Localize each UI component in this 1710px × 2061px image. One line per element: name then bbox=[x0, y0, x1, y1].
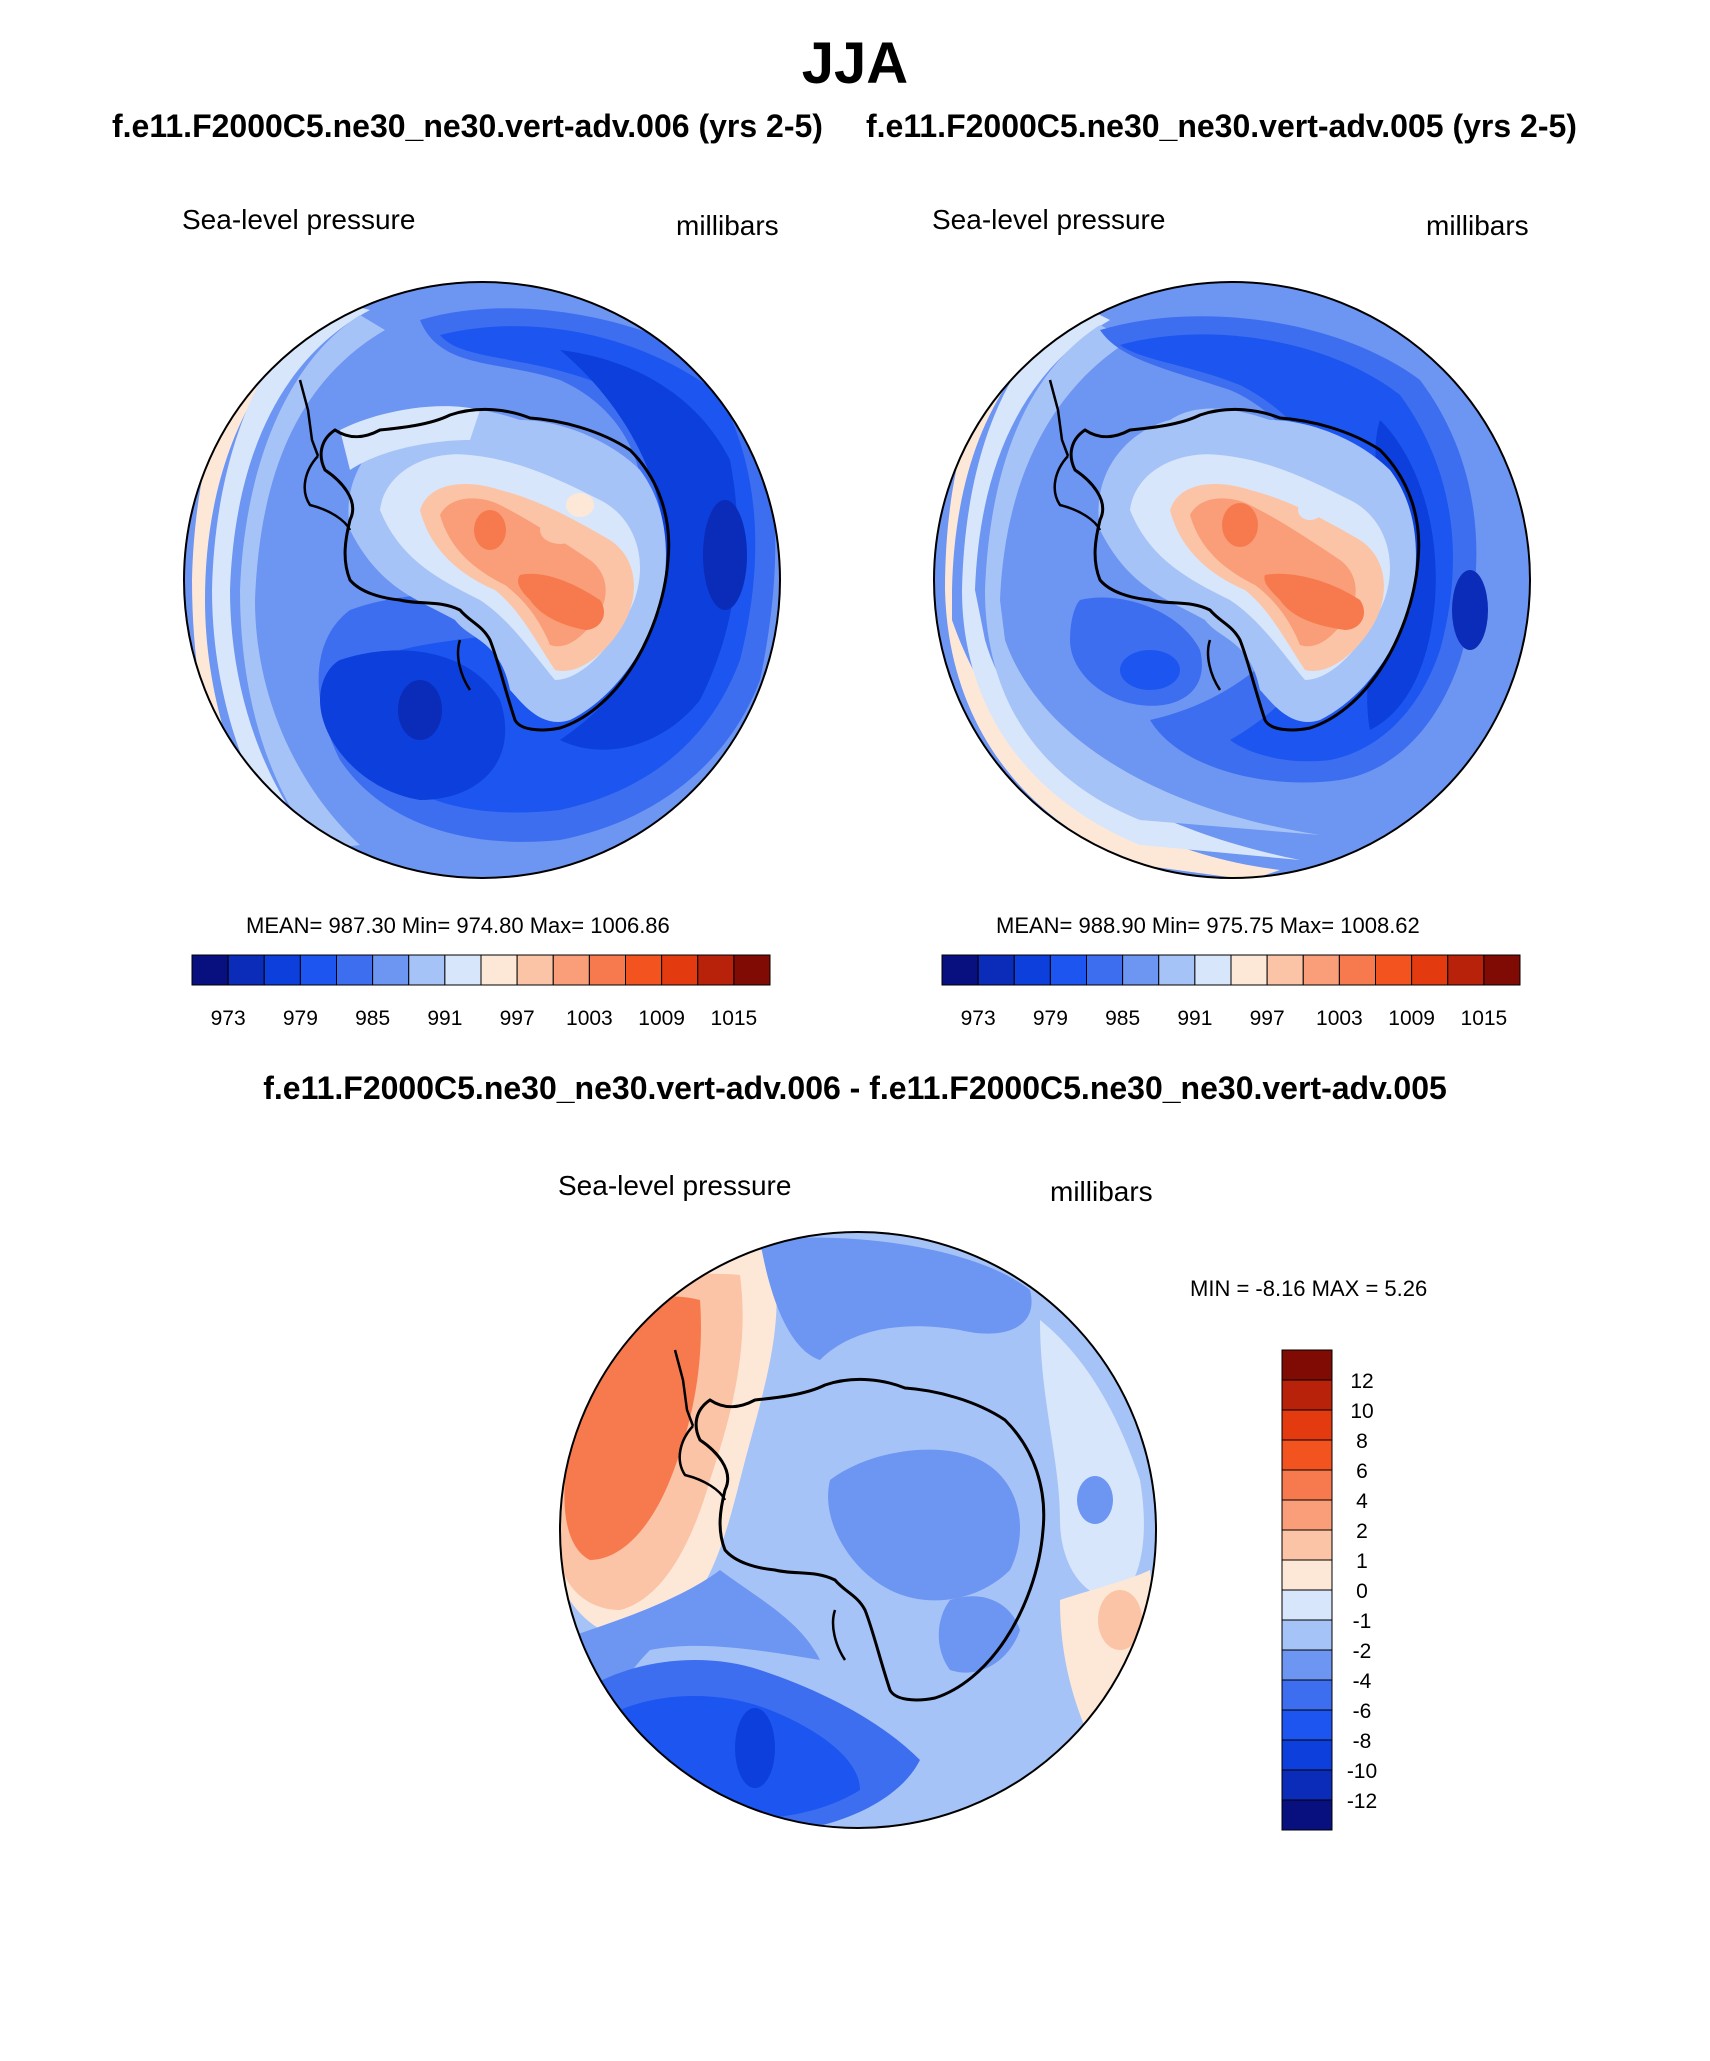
colorbar-tick-label: 6 bbox=[1356, 1460, 1368, 1483]
colorbar-tick-label: 997 bbox=[500, 1007, 535, 1030]
colorbar-box bbox=[1281, 1439, 1333, 1471]
difference-title: f.e11.F2000C5.ne30_ne30.vert-adv.006 - f… bbox=[263, 1070, 1447, 1106]
right-panel-stats: MEAN= 988.90 Min= 975.75 Max= 1008.62 bbox=[996, 913, 1420, 938]
colorbar-box bbox=[408, 954, 446, 986]
colorbar-tick-label: -8 bbox=[1353, 1730, 1372, 1753]
diff-panel-units: millibars bbox=[1050, 1176, 1153, 1207]
colorbar-box bbox=[1411, 954, 1449, 986]
colorbar-tick-label: 1009 bbox=[1388, 1007, 1435, 1030]
colorbar-tick-label: 1 bbox=[1356, 1550, 1368, 1573]
colorbar-tick-label: 1003 bbox=[566, 1007, 613, 1030]
left-panel-stats: MEAN= 987.30 Min= 974.80 Max= 1006.86 bbox=[246, 913, 670, 938]
colorbar-box bbox=[516, 954, 554, 986]
colorbar-tick-label: 973 bbox=[211, 1007, 246, 1030]
colorbar-box bbox=[941, 954, 979, 986]
colorbar-box bbox=[1122, 954, 1160, 986]
colorbar-tick-label: 4 bbox=[1356, 1490, 1368, 1513]
colorbar-tick-label: 985 bbox=[355, 1007, 390, 1030]
right-case-title: f.e11.F2000C5.ne30_ne30.vert-adv.005 (yr… bbox=[866, 108, 1577, 144]
colorbar-box bbox=[625, 954, 663, 986]
colorbar-box bbox=[1281, 1499, 1333, 1531]
colorbar-box bbox=[1281, 1529, 1333, 1561]
left-panel-units: millibars bbox=[676, 210, 779, 241]
colorbar-box bbox=[1266, 954, 1304, 986]
colorbar-tick-label: 1015 bbox=[711, 1007, 758, 1030]
colorbar-box bbox=[1375, 954, 1413, 986]
colorbar-tick-label: 1015 bbox=[1461, 1007, 1508, 1030]
colorbar-tick-label: 991 bbox=[1177, 1007, 1212, 1030]
colorbar-tick-label: 1003 bbox=[1316, 1007, 1363, 1030]
colorbar-box bbox=[372, 954, 410, 986]
colorbar-box bbox=[1281, 1679, 1333, 1711]
colorbar-tick-label: 8 bbox=[1356, 1430, 1368, 1453]
diff-panel-variable: Sea-level pressure bbox=[558, 1170, 792, 1201]
difference-map bbox=[560, 1232, 1156, 1828]
colorbar-box bbox=[336, 954, 374, 986]
colorbar-box bbox=[697, 954, 735, 986]
diff-panel-stats: MIN = -8.16 MAX = 5.26 bbox=[1190, 1276, 1428, 1301]
colorbar-box bbox=[1230, 954, 1268, 986]
colorbar-box bbox=[661, 954, 699, 986]
colorbar-tick-label: 997 bbox=[1250, 1007, 1285, 1030]
colorbar-box bbox=[1281, 1649, 1333, 1681]
colorbar-box bbox=[1281, 1619, 1333, 1651]
colorbar-box bbox=[1281, 1739, 1333, 1771]
colorbar-box bbox=[263, 954, 301, 986]
colorbar-box bbox=[1013, 954, 1051, 986]
colorbar-tick-label: -12 bbox=[1347, 1790, 1377, 1813]
colorbar-box bbox=[1281, 1709, 1333, 1741]
colorbar-box bbox=[1447, 954, 1485, 986]
colorbar-tick-label: 0 bbox=[1356, 1580, 1368, 1603]
colorbar-box bbox=[1281, 1559, 1333, 1591]
colorbar-box bbox=[1049, 954, 1087, 986]
colorbar-tick-label: 1009 bbox=[638, 1007, 685, 1030]
colorbar-tick-label: 985 bbox=[1105, 1007, 1140, 1030]
colorbar-box bbox=[1194, 954, 1232, 986]
colorbar-tick-label: -10 bbox=[1347, 1760, 1377, 1783]
colorbar-box bbox=[733, 954, 771, 986]
colorbar-box bbox=[977, 954, 1015, 986]
colorbar-tick-label: -2 bbox=[1353, 1640, 1372, 1663]
left-case-title: f.e11.F2000C5.ne30_ne30.vert-adv.006 (yr… bbox=[112, 108, 823, 144]
left-map bbox=[184, 282, 780, 878]
colorbar-box bbox=[1281, 1469, 1333, 1501]
colorbar-tick-label: -6 bbox=[1353, 1700, 1372, 1723]
colorbar-box bbox=[191, 954, 229, 986]
colorbar-box bbox=[1281, 1589, 1333, 1621]
colorbar-box bbox=[1086, 954, 1124, 986]
colorbar-box bbox=[227, 954, 265, 986]
colorbar-tick-label: 12 bbox=[1350, 1370, 1373, 1393]
colorbar-box bbox=[480, 954, 518, 986]
figure-title: JJA bbox=[801, 31, 909, 96]
colorbar-box bbox=[1281, 1379, 1333, 1411]
colorbar-box bbox=[1338, 954, 1376, 986]
colorbar-box bbox=[1158, 954, 1196, 986]
colorbar-box bbox=[1281, 1409, 1333, 1441]
colorbar-box bbox=[1281, 1799, 1333, 1831]
colorbar-tick-label: 2 bbox=[1356, 1520, 1368, 1543]
colorbar-box bbox=[1281, 1769, 1333, 1801]
colorbar-tick-label: 10 bbox=[1350, 1400, 1373, 1423]
colorbar-box bbox=[588, 954, 626, 986]
colorbar-tick-label: 973 bbox=[961, 1007, 996, 1030]
colorbar-box bbox=[444, 954, 482, 986]
right-colorbar: 973 979 985 991 997 1003 1009 1015 bbox=[941, 954, 1521, 1030]
colorbar-box bbox=[1302, 954, 1340, 986]
colorbar-tick-label: -4 bbox=[1353, 1670, 1372, 1693]
left-panel-variable: Sea-level pressure bbox=[182, 204, 416, 235]
colorbar-box bbox=[552, 954, 590, 986]
colorbar-tick-label: 991 bbox=[427, 1007, 462, 1030]
colorbar-box bbox=[1281, 1349, 1333, 1381]
left-colorbar: 973 979 985 991 997 1003 1009 1015 bbox=[191, 954, 771, 1030]
colorbar-tick-label: 979 bbox=[1033, 1007, 1068, 1030]
colorbar-tick-label: -1 bbox=[1353, 1610, 1372, 1633]
colorbar-tick-label: 979 bbox=[283, 1007, 318, 1030]
colorbar-box bbox=[299, 954, 337, 986]
right-panel-variable: Sea-level pressure bbox=[932, 204, 1166, 235]
colorbar-box bbox=[1483, 954, 1521, 986]
right-panel-units: millibars bbox=[1426, 210, 1529, 241]
